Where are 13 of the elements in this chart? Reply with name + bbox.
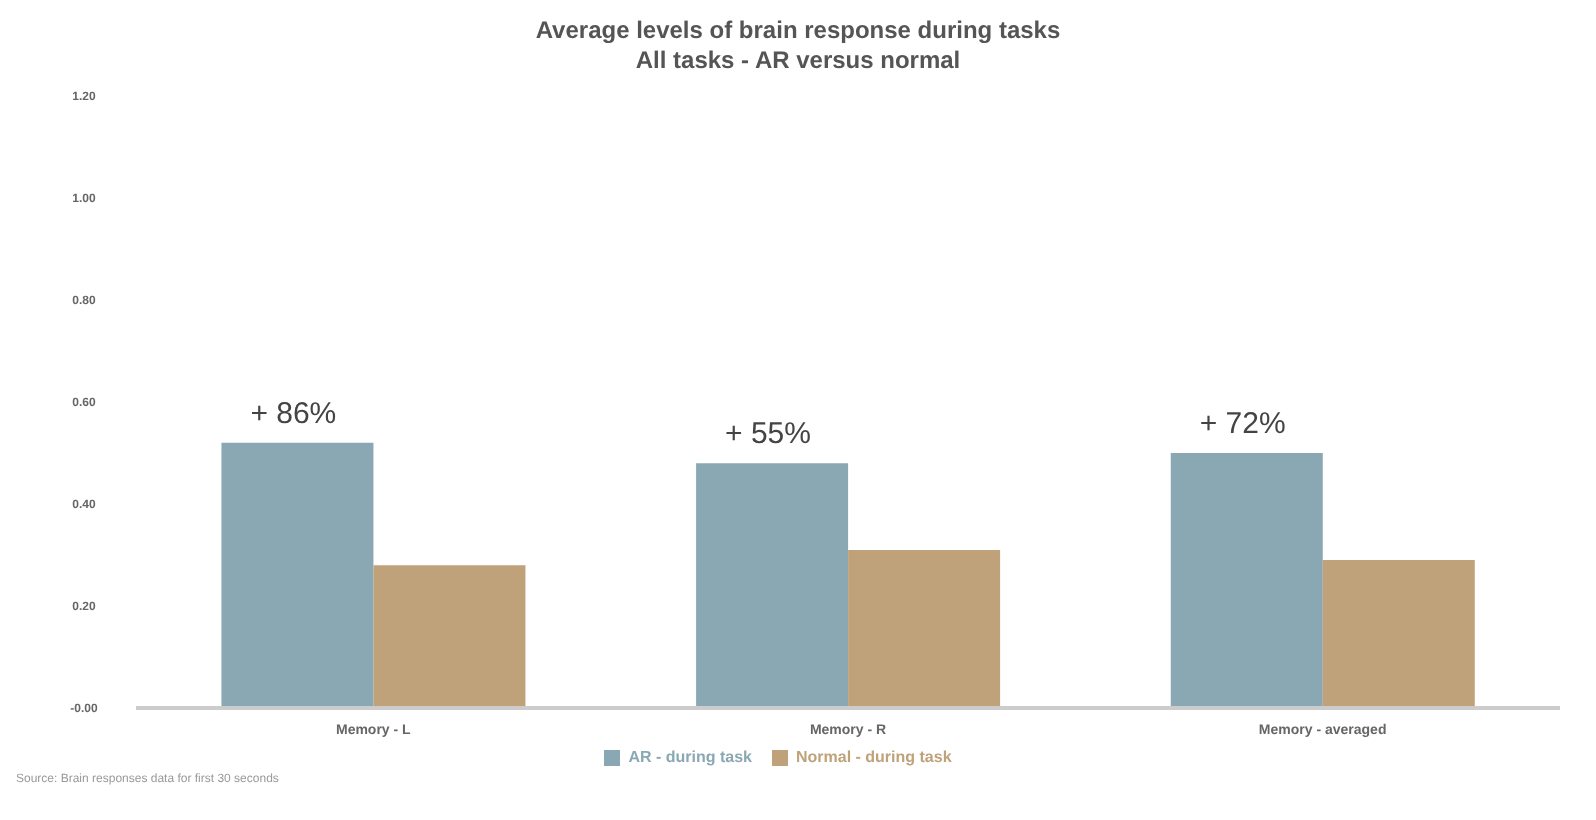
bar xyxy=(848,549,1001,708)
bar xyxy=(373,565,526,708)
legend-label: Normal - during task xyxy=(795,748,952,766)
bar xyxy=(221,442,374,708)
chart-title: Average levels of brain response during tasks xyxy=(533,16,1063,46)
annotation: + 55% xyxy=(725,417,811,452)
annotation: + 86% xyxy=(250,396,337,431)
bar xyxy=(696,463,849,708)
bar xyxy=(1170,453,1323,708)
legend-label: AR - during task xyxy=(628,748,752,766)
annotation: + 72% xyxy=(1199,407,1286,441)
bar xyxy=(1322,560,1475,708)
chart-subtitle: All tasks - AR versus normal xyxy=(633,46,963,76)
